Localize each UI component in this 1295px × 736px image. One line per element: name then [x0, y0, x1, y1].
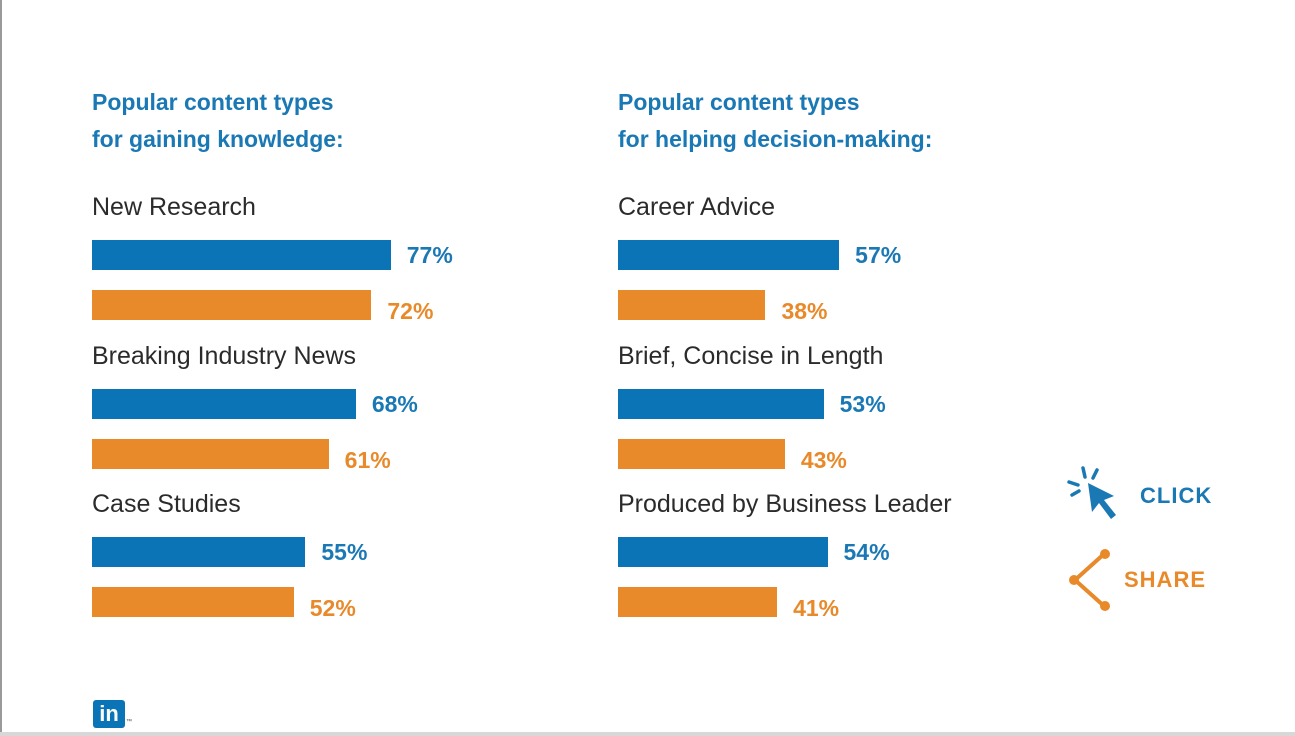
chart-decision-making: Popular content types for helping decisi… — [618, 84, 1078, 621]
chart-decision-title-line-2: for helping decision-making: — [618, 126, 933, 152]
bar-blue — [618, 240, 840, 270]
bar-group: Career Advice 57% 38% — [618, 190, 1078, 324]
linkedin-logo: in — [93, 700, 125, 728]
bar-row-orange: 43% — [618, 439, 1078, 473]
bar-row-blue: 55% — [92, 537, 552, 567]
bar-orange — [92, 587, 294, 617]
bar-blue — [92, 240, 391, 270]
bar-row-orange: 72% — [92, 290, 552, 324]
bar-row-blue: 77% — [92, 240, 552, 270]
click-button[interactable]: CLICK — [1066, 464, 1212, 528]
category-label: Career Advice — [618, 193, 776, 221]
bar-blue — [618, 389, 824, 419]
bar-orange — [618, 290, 766, 320]
bar-value-label: 43% — [800, 447, 847, 473]
bar-orange — [618, 587, 778, 617]
bar-value-label: 61% — [344, 447, 391, 473]
chart-decision-title-line-1: Popular content types — [618, 89, 860, 115]
chart-decision-title: Popular content types for helping decisi… — [618, 84, 1078, 158]
bar-orange — [92, 439, 329, 469]
bar-row-blue: 57% — [618, 240, 1078, 270]
category-label: Case Studies — [92, 490, 241, 518]
bar-row-blue: 54% — [618, 537, 1078, 567]
bar-group: Breaking Industry News 68% 61% — [92, 339, 552, 473]
left-border — [0, 0, 2, 736]
click-label: CLICK — [1140, 483, 1213, 508]
bar-value-label: 77% — [406, 242, 453, 268]
bar-row-orange: 52% — [92, 587, 552, 621]
bar-row-orange: 61% — [92, 439, 552, 473]
chart-knowledge-title-line-1: Popular content types — [92, 89, 334, 115]
bar-value-label: 68% — [371, 391, 418, 417]
bar-value-label: 53% — [839, 391, 886, 417]
bar-value-label: 38% — [781, 298, 828, 324]
bar-blue — [618, 537, 828, 567]
bar-group: New Research 77% 72% — [92, 190, 552, 324]
category-label: Brief, Concise in Length — [618, 342, 884, 370]
bar-row-orange: 41% — [618, 587, 1078, 621]
bar-orange — [618, 439, 785, 469]
chart-knowledge: Popular content types for gaining knowle… — [92, 84, 552, 621]
bar-value-label: 57% — [855, 242, 902, 268]
category-label: Breaking Industry News — [92, 342, 357, 370]
bar-value-label: 52% — [309, 595, 356, 621]
chart-knowledge-title: Popular content types for gaining knowle… — [92, 84, 552, 158]
bar-value-label: 54% — [843, 539, 890, 565]
share-button[interactable]: SHARE — [1066, 548, 1206, 612]
category-label: Produced by Business Leader — [618, 490, 952, 518]
share-icon — [1069, 549, 1110, 611]
category-label: New Research — [92, 193, 256, 221]
bar-row-orange: 38% — [618, 290, 1078, 324]
bar-value-label: 72% — [387, 298, 434, 324]
share-label: SHARE — [1124, 567, 1207, 592]
bar-value-label: 41% — [793, 595, 840, 621]
cursor-click-icon — [1067, 466, 1116, 519]
bar-row-blue: 53% — [618, 389, 1078, 419]
bar-blue — [92, 389, 356, 419]
bar-blue — [92, 537, 306, 567]
bar-orange — [92, 290, 372, 320]
bar-group: Case Studies 55% 52% — [92, 487, 552, 621]
bar-group: Produced by Business Leader 54% 41% — [618, 487, 1078, 621]
bottom-border — [0, 732, 1295, 736]
bar-group: Brief, Concise in Length 53% 43% — [618, 339, 1078, 473]
bar-row-blue: 68% — [92, 389, 552, 419]
trademark-mark: ™ — [126, 719, 132, 725]
chart-knowledge-title-line-2: for gaining knowledge: — [92, 126, 344, 152]
bar-value-label: 55% — [321, 539, 368, 565]
